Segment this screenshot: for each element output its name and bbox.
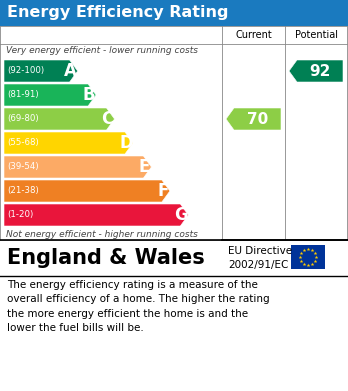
Text: (55-68): (55-68): [7, 138, 39, 147]
Text: A: A: [64, 62, 77, 80]
Text: Current: Current: [235, 30, 272, 40]
Text: Energy Efficiency Rating: Energy Efficiency Rating: [7, 5, 229, 20]
Text: 70: 70: [247, 111, 268, 127]
Text: G: G: [174, 206, 188, 224]
Text: EU Directive
2002/91/EC: EU Directive 2002/91/EC: [228, 246, 292, 270]
Polygon shape: [4, 84, 96, 106]
Polygon shape: [4, 132, 133, 154]
Text: Potential: Potential: [295, 30, 338, 40]
Polygon shape: [4, 204, 188, 226]
Polygon shape: [4, 60, 78, 82]
Polygon shape: [289, 60, 343, 82]
Text: (39-54): (39-54): [7, 163, 39, 172]
FancyBboxPatch shape: [0, 0, 348, 26]
Text: Very energy efficient - lower running costs: Very energy efficient - lower running co…: [6, 46, 198, 55]
Polygon shape: [4, 108, 114, 130]
Polygon shape: [4, 156, 151, 178]
FancyBboxPatch shape: [291, 245, 325, 269]
Text: (69-80): (69-80): [7, 115, 39, 124]
Text: England & Wales: England & Wales: [7, 248, 205, 268]
Text: 92: 92: [309, 63, 331, 79]
Text: (81-91): (81-91): [7, 90, 39, 99]
Polygon shape: [4, 180, 170, 202]
FancyBboxPatch shape: [0, 240, 348, 276]
Text: (92-100): (92-100): [7, 66, 44, 75]
Text: E: E: [139, 158, 150, 176]
Text: The energy efficiency rating is a measure of the
overall efficiency of a home. T: The energy efficiency rating is a measur…: [7, 280, 270, 333]
Polygon shape: [226, 108, 281, 130]
Text: F: F: [157, 182, 168, 200]
Text: Not energy efficient - higher running costs: Not energy efficient - higher running co…: [6, 230, 198, 239]
Text: B: B: [83, 86, 95, 104]
Text: C: C: [101, 110, 114, 128]
Text: (1-20): (1-20): [7, 210, 33, 219]
Text: D: D: [119, 134, 133, 152]
Text: (21-38): (21-38): [7, 187, 39, 196]
